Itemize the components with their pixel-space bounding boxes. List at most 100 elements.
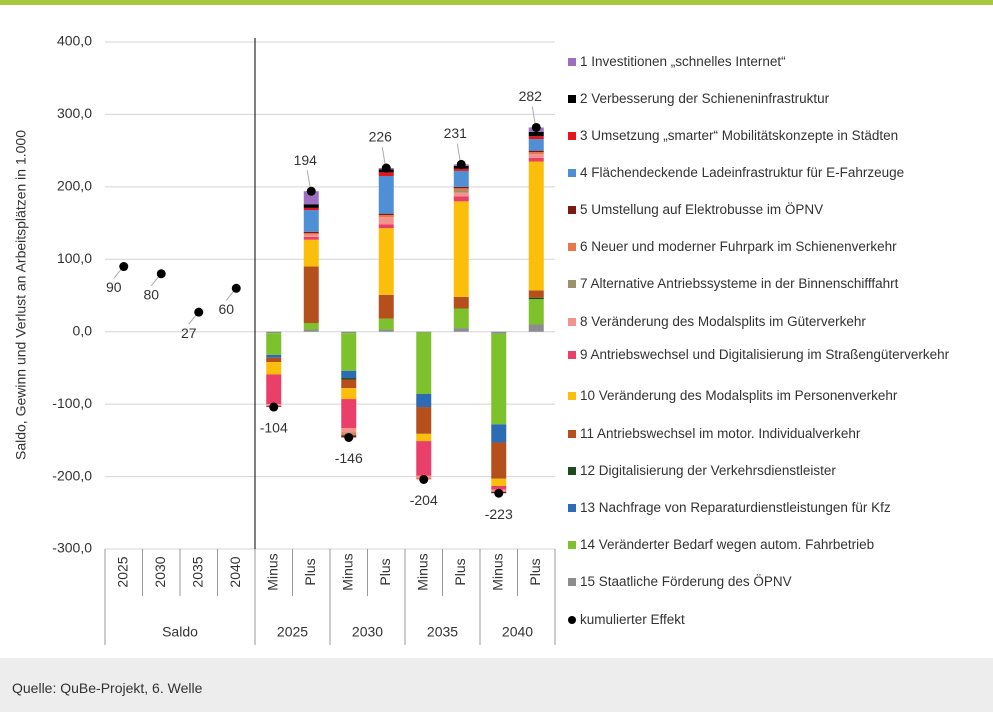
x-tick-label: 2035 (189, 556, 205, 587)
leader-line (150, 275, 160, 287)
bar-segment (341, 388, 357, 400)
legend-swatch (568, 132, 576, 140)
legend-swatch (568, 318, 576, 326)
legend-item: 5 Umstellung auf Elektrobusse im ÖPNV (568, 202, 978, 218)
y-tick-label: 400,0 (57, 33, 92, 49)
bar-segment (378, 217, 394, 225)
bar-segment (303, 191, 319, 205)
legend-label: 5 Umstellung auf Elektrobusse im ÖPNV (580, 202, 824, 217)
y-tick-label: 0,0 (73, 322, 93, 338)
total-marker (531, 122, 541, 132)
x-tick-label: Minus (489, 553, 505, 590)
bar-segment (303, 239, 319, 267)
data-label: -223 (485, 506, 513, 522)
data-label: 226 (369, 129, 393, 145)
bar-segment (453, 201, 469, 297)
bar-segment (303, 236, 319, 240)
bar-segment (453, 328, 469, 332)
bar-segment (491, 442, 507, 479)
data-label: 60 (218, 301, 234, 317)
bar-segment (303, 204, 319, 208)
legend-swatch (568, 392, 576, 400)
bar-segment (303, 207, 319, 211)
group-label: 2030 (352, 624, 383, 640)
bar-segment (491, 333, 507, 425)
leader-line (225, 289, 235, 301)
bar-segment (528, 290, 544, 298)
bar-segment (378, 329, 394, 332)
data-label: 231 (444, 125, 468, 141)
bar-segment (303, 210, 319, 232)
x-tick-label: 2040 (227, 556, 243, 587)
bar-segment (266, 331, 282, 334)
footer (0, 658, 993, 712)
bar-segment (378, 175, 394, 214)
data-label: 282 (519, 88, 543, 104)
top-bar (0, 0, 993, 5)
bar-segment (528, 299, 544, 325)
legend-item: 2 Verbesserung der Schieneninfrastruktur (568, 91, 978, 107)
bar-segment (453, 186, 469, 189)
legend-swatch (568, 467, 576, 475)
total-marker (456, 159, 466, 169)
legend-label: 3 Umsetzung „smarter“ Mobilitätskonzepte… (580, 128, 899, 143)
bar-segment (416, 441, 432, 476)
y-tick-label: 100,0 (57, 250, 92, 266)
legend-item: 6 Neuer und moderner Fuhrpark im Schiene… (568, 239, 978, 255)
leader-line (188, 313, 198, 325)
total-marker (344, 432, 354, 442)
bar-segment (416, 331, 432, 333)
total-marker (156, 269, 166, 279)
group-label: Saldo (162, 624, 198, 640)
bar-segment (266, 374, 282, 405)
x-tick-label: Plus (302, 558, 318, 585)
y-axis-title: Saldo, Gewinn und Verlust an Arbeitsplät… (13, 130, 29, 460)
bar-segment (528, 139, 544, 151)
leader-line (113, 268, 123, 279)
bar-segment (528, 152, 544, 155)
data-label: -146 (335, 450, 363, 466)
y-tick-label: 300,0 (57, 105, 92, 121)
data-label: -104 (260, 420, 288, 436)
legend-label: 12 Digitalisierung der Verkehrsdienstlei… (580, 463, 836, 478)
bar-segment (416, 407, 432, 434)
group-label: 2025 (277, 624, 308, 640)
bar-segment (416, 433, 432, 442)
bar-segment (341, 399, 357, 429)
bar-segment (266, 354, 282, 358)
group-label: 2035 (427, 624, 458, 640)
legend-item: 11 Antriebswechsel im motor. Individualv… (568, 426, 978, 442)
y-tick-label: -300,0 (52, 540, 92, 556)
bar-segment (341, 331, 357, 334)
total-marker (269, 402, 279, 412)
bar-segment (528, 324, 544, 332)
bar-segment (303, 234, 319, 237)
legend-swatch (568, 95, 576, 103)
legend-swatch (568, 616, 576, 624)
bar-segment (378, 172, 394, 176)
x-tick-label: Plus (527, 558, 543, 585)
legend-item: 10 Veränderung des Modalsplits im Person… (568, 388, 978, 404)
x-tick-label: Minus (414, 553, 430, 590)
bar-segment (303, 231, 319, 234)
bar-segment (453, 188, 469, 191)
total-marker (194, 307, 204, 317)
legend-item: 1 Investitionen „schnelles Internet“ (568, 54, 978, 70)
legend-label: 9 Antriebswechsel und Digitalisierung im… (580, 347, 950, 362)
bar-segment (528, 297, 544, 300)
bar-segment (491, 478, 507, 486)
legend-swatch (568, 169, 576, 177)
legend-item: 13 Nachfrage von Reparaturdienstleistung… (568, 500, 978, 516)
bar-segment (378, 215, 394, 218)
bar-segment (453, 296, 469, 309)
legend-swatch (568, 58, 576, 66)
legend-item: kumulierter Effekt (568, 612, 978, 628)
legend-swatch (568, 351, 576, 359)
leader-line (381, 146, 386, 166)
legend-item: 3 Umsetzung „smarter“ Mobilitätskonzepte… (568, 128, 978, 144)
bar-segment (266, 357, 282, 363)
legend-label: 14 Veränderter Bedarf wegen autom. Fahrb… (580, 537, 875, 552)
group-label: 2040 (502, 624, 533, 640)
legend-item: 12 Digitalisierung der Verkehrsdienstlei… (568, 463, 978, 479)
